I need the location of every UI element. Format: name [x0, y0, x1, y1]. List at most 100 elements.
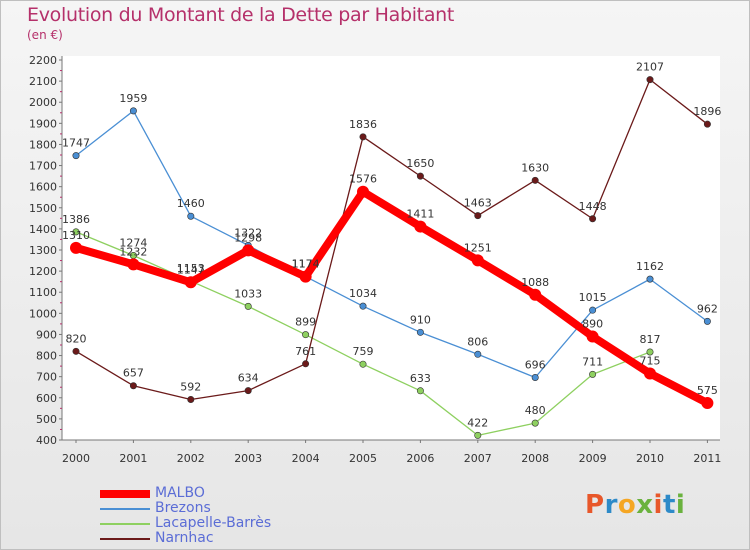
legend-swatch: [100, 538, 150, 540]
legend-swatch: [100, 508, 150, 510]
y-tick-label: 1100: [29, 286, 57, 299]
data-point: [72, 152, 80, 160]
data-label: 806: [467, 335, 488, 348]
legend-swatch: [100, 490, 150, 498]
data-label: 1448: [579, 200, 607, 213]
data-point: [589, 370, 597, 378]
chart-title: Evolution du Montant de la Dette par Hab…: [27, 4, 455, 26]
data-point: [359, 360, 367, 368]
legend-label: Lacapelle-Barrès: [155, 515, 272, 531]
chart-legend: MALBO Brezons Lacapelle-Barrès Narnhac: [100, 485, 360, 546]
legend-item: Lacapelle-Barrès: [100, 515, 360, 531]
y-tick-label: 500: [36, 413, 57, 426]
data-point: [302, 331, 310, 339]
data-point: [646, 275, 654, 283]
data-point: [359, 133, 367, 141]
x-tick-label: 2000: [62, 452, 90, 465]
y-tick-label: 1700: [29, 160, 57, 173]
data-label: 1153: [177, 262, 205, 275]
data-point: [70, 241, 82, 254]
data-point: [644, 367, 656, 380]
data-point: [187, 395, 195, 403]
data-point: [187, 212, 195, 220]
y-tick-label: 1500: [29, 202, 57, 215]
data-label: 1251: [464, 241, 492, 254]
y-tick-label: 2200: [29, 54, 57, 67]
data-point: [531, 419, 539, 427]
legend-label: Brezons: [155, 500, 211, 516]
data-point: [646, 76, 654, 84]
data-point: [127, 258, 140, 271]
series-line-malbo: [72, 187, 712, 408]
data-point: [129, 107, 137, 115]
y-tick-label: 1900: [29, 117, 57, 130]
y-tick-label: 800: [36, 350, 57, 363]
legend-item: MALBO: [100, 485, 360, 501]
y-tick-label: 1300: [29, 244, 57, 257]
data-label: 817: [640, 333, 661, 346]
data-label: 1174: [292, 258, 320, 271]
data-label: 1959: [119, 92, 147, 105]
legend-label: MALBO: [155, 485, 205, 501]
y-tick-label: 1400: [29, 223, 57, 236]
data-point: [471, 254, 484, 267]
data-label: 1298: [234, 231, 262, 244]
legend-swatch: [100, 523, 150, 525]
legend-item: Brezons: [100, 500, 360, 516]
data-label: 899: [295, 316, 316, 329]
plot-area: [62, 56, 720, 440]
data-label: 480: [525, 404, 546, 417]
chart-subtitle: (en €): [27, 28, 63, 42]
data-point: [529, 288, 542, 301]
data-point: [586, 330, 599, 343]
series-line-brezons: [75, 110, 709, 379]
data-label: 1460: [177, 197, 205, 210]
data-label: 1896: [693, 105, 721, 118]
data-point: [244, 302, 252, 310]
x-tick-label: 2006: [406, 452, 434, 465]
data-label: 1630: [521, 161, 549, 174]
data-label: 1463: [464, 197, 492, 210]
data-label: 1015: [579, 291, 607, 304]
data-point: [302, 360, 310, 368]
x-tick-label: 2003: [234, 452, 262, 465]
data-point: [703, 120, 711, 128]
y-tick-label: 1000: [29, 307, 57, 320]
y-tick-label: 1800: [29, 138, 57, 151]
data-point: [357, 185, 369, 198]
y-tick-label: 600: [36, 392, 57, 405]
data-point: [703, 317, 711, 325]
data-point: [72, 228, 80, 236]
data-label: 1576: [349, 173, 377, 186]
data-label: 1034: [349, 287, 377, 300]
data-label: 890: [582, 318, 603, 331]
data-point: [242, 244, 255, 257]
data-label: 422: [467, 416, 488, 429]
x-tick-label: 2008: [521, 452, 549, 465]
x-tick-label: 2011: [693, 452, 721, 465]
data-point: [531, 374, 539, 382]
data-label: 1147: [177, 263, 205, 276]
data-point: [416, 387, 424, 395]
data-label: 1088: [521, 276, 549, 289]
data-point: [646, 348, 654, 356]
data-label: 910: [410, 313, 431, 326]
data-label: 1650: [406, 157, 434, 170]
data-label: 1747: [62, 137, 90, 150]
data-label: 1386: [62, 213, 90, 226]
data-label: 1411: [406, 208, 434, 221]
y-tick-label: 900: [36, 328, 57, 341]
y-tick-label: 2100: [29, 75, 57, 88]
data-label: 657: [123, 367, 144, 380]
y-tick-label: 700: [36, 371, 57, 384]
data-label: 1274: [119, 236, 147, 249]
data-label: 633: [410, 372, 431, 385]
data-point: [474, 212, 482, 220]
data-label: 575: [697, 384, 718, 397]
y-tick-label: 400: [36, 434, 57, 447]
proxiti-logo: Proxiti: [585, 490, 686, 520]
data-label: 711: [582, 355, 603, 368]
legend-item: Narnhac: [100, 530, 360, 546]
data-label: 1162: [636, 260, 664, 273]
